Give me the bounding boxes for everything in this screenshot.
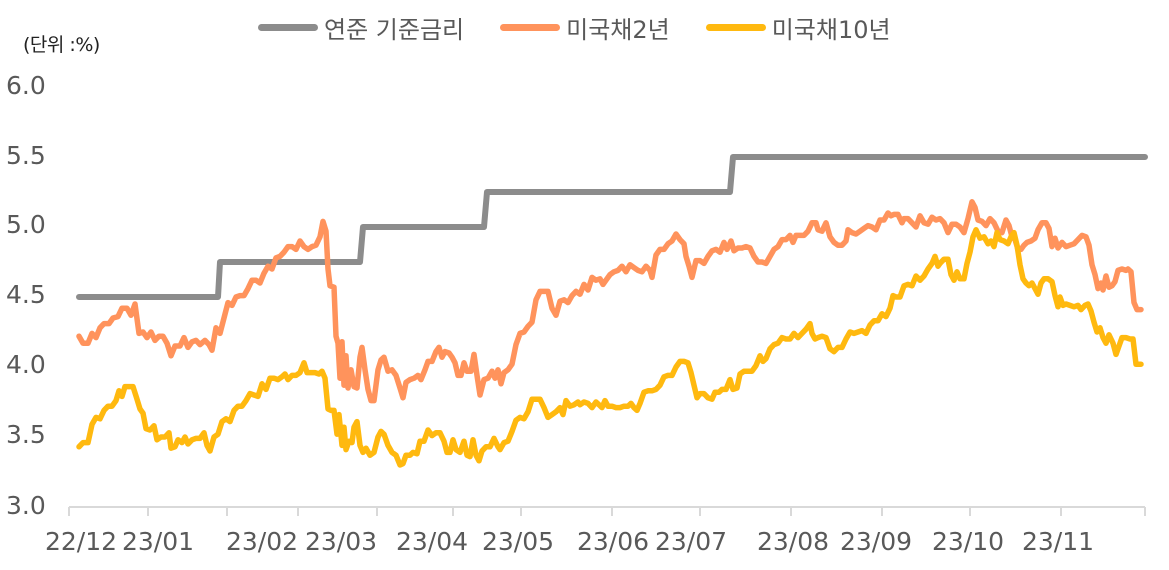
legend-label-fed-rate: 연준 기준금리 [324,16,465,44]
legend: 연준 기준금리 미국채2년 미국채10년 [258,10,927,45]
legend-swatch-fed-rate [258,24,318,31]
y-tick-label: 4.5 [6,280,46,309]
legend-swatch-ust-10y [705,24,766,31]
ust-2y-line [76,199,1144,404]
x-tick-label: 23/04 [396,527,469,556]
x-tick-label: 22/12 [45,527,118,556]
legend-item-ust-2y: 미국채2년 [500,10,670,45]
legend-label-ust-10y: 미국채10년 [771,16,891,44]
fed-funds-rate-line [76,154,1148,300]
x-tick-label: 23/01 [122,527,195,556]
y-tick-label: 3.5 [6,420,46,449]
x-tick-label: 23/07 [655,527,728,556]
y-tick-label: 6.0 [6,71,46,100]
x-tick-label: 23/06 [577,527,650,556]
unit-label: (단위 :%) [23,34,100,56]
y-tick-label: 4.0 [6,350,46,379]
legend-item-fed-rate: 연준 기준금리 [258,10,464,45]
y-tick-label: 5.5 [6,141,46,170]
ust-10y-line [76,227,1144,468]
x-axis [68,506,1146,516]
plot-lines [76,154,1148,468]
y-tick-label: 3.0 [6,491,46,520]
legend-label-ust-2y: 미국채2년 [566,16,670,44]
x-tick-label: 23/11 [1022,527,1095,556]
x-tick-label: 23/09 [840,527,913,556]
legend-swatch-ust-2y [500,24,561,31]
x-tick-label: 23/08 [757,527,830,556]
x-tick-label: 23/03 [305,527,378,556]
x-tick-label: 23/05 [482,527,555,556]
legend-item-ust-10y: 미국채10년 [705,10,891,45]
x-tick-label: 23/10 [932,527,1005,556]
x-tick-label: 23/02 [226,527,299,556]
y-tick-label: 5.0 [6,210,46,239]
